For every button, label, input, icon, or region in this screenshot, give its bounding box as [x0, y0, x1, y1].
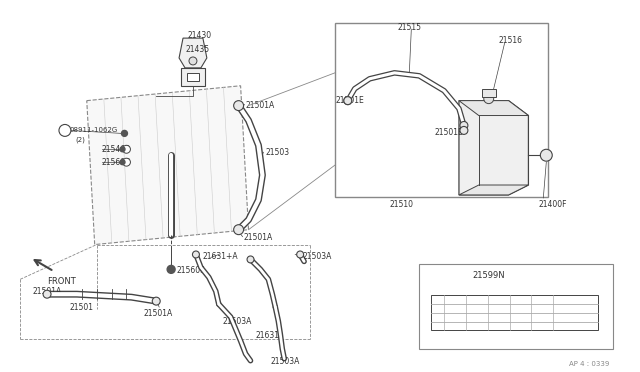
Text: 21400F: 21400F — [538, 200, 567, 209]
Circle shape — [189, 57, 197, 65]
Circle shape — [120, 147, 125, 152]
Text: 21503A: 21503A — [223, 317, 252, 326]
Circle shape — [59, 125, 71, 137]
Text: 21599N: 21599N — [472, 271, 505, 280]
Text: 21501A: 21501A — [246, 101, 275, 110]
Text: (2): (2) — [76, 137, 86, 143]
Bar — [419, 264, 612, 349]
Text: 21501A: 21501A — [244, 232, 273, 242]
Circle shape — [122, 145, 131, 153]
Polygon shape — [179, 38, 207, 68]
Text: 21501E: 21501E — [434, 128, 463, 137]
Text: 21546P: 21546P — [102, 145, 131, 154]
Text: 21631+A: 21631+A — [203, 251, 239, 260]
Text: 21501: 21501 — [70, 303, 94, 312]
Text: 21503A: 21503A — [270, 357, 300, 366]
Text: 21560E: 21560E — [102, 158, 131, 167]
Circle shape — [484, 94, 493, 104]
Circle shape — [247, 256, 254, 263]
Bar — [431, 295, 598, 330]
Polygon shape — [459, 185, 529, 195]
Text: AP 4 : 0339: AP 4 : 0339 — [570, 361, 610, 367]
Bar — [181, 68, 205, 86]
Text: 21501A: 21501A — [143, 309, 173, 318]
Text: 21430: 21430 — [187, 31, 211, 40]
Text: 21501A: 21501A — [32, 287, 61, 296]
Circle shape — [193, 251, 200, 258]
Circle shape — [234, 225, 244, 235]
Text: N: N — [62, 128, 68, 134]
Text: 21560F: 21560F — [176, 266, 205, 275]
Circle shape — [460, 126, 468, 134]
Text: 21631: 21631 — [255, 331, 280, 340]
Bar — [482, 89, 495, 97]
Circle shape — [122, 158, 131, 166]
Text: 21503A: 21503A — [302, 251, 332, 260]
Circle shape — [167, 265, 175, 273]
Text: 21515: 21515 — [397, 23, 421, 32]
Bar — [335, 23, 548, 197]
Circle shape — [122, 131, 127, 137]
Polygon shape — [459, 101, 529, 116]
Polygon shape — [459, 101, 529, 195]
Circle shape — [120, 160, 125, 165]
Text: FRONT: FRONT — [47, 277, 76, 286]
Text: 21501E: 21501E — [336, 96, 365, 105]
Text: 08911-1062G: 08911-1062G — [70, 128, 118, 134]
Circle shape — [234, 101, 244, 110]
Bar — [187, 73, 199, 81]
Circle shape — [460, 122, 468, 129]
Text: 21435: 21435 — [185, 45, 209, 54]
Circle shape — [43, 290, 51, 298]
Circle shape — [152, 297, 160, 305]
Circle shape — [344, 97, 352, 105]
Circle shape — [540, 149, 552, 161]
Text: 21516: 21516 — [499, 36, 523, 45]
Polygon shape — [87, 86, 248, 244]
Circle shape — [297, 251, 303, 258]
Text: 21510: 21510 — [390, 200, 413, 209]
Circle shape — [344, 97, 352, 105]
Text: 21503: 21503 — [266, 148, 289, 157]
